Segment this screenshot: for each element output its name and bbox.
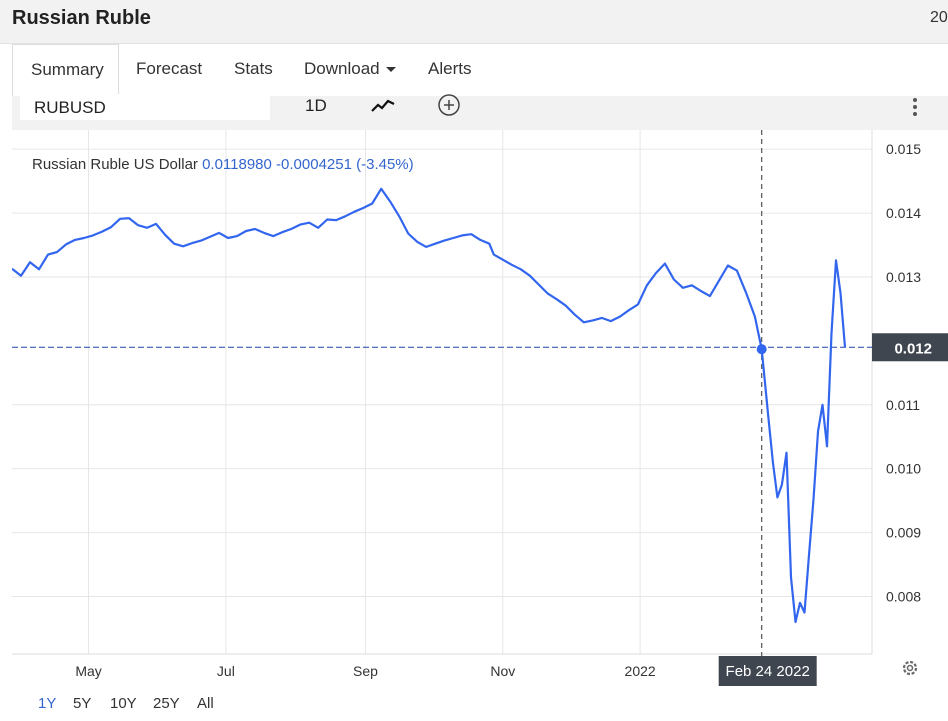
x-tick-label: 2022 — [625, 663, 656, 679]
gear-icon[interactable] — [902, 660, 918, 676]
y-tick-label: 0.010 — [886, 461, 921, 477]
tab-bar: Summary Forecast Stats Download Alerts — [0, 44, 948, 96]
x-tick-label: Jul — [217, 663, 235, 679]
tab-summary[interactable]: Summary — [12, 44, 119, 96]
y-tick-label: 0.011 — [886, 397, 920, 413]
tab-download-label: Download — [304, 59, 380, 78]
tab-stats[interactable]: Stats — [234, 44, 273, 96]
header-right-text: 20 — [930, 9, 948, 26]
title-bar: Russian Ruble 20 — [0, 0, 948, 44]
y-tick-label: 0.009 — [886, 525, 921, 541]
add-circle-icon[interactable] — [436, 92, 462, 118]
current-value-badge — [872, 333, 948, 362]
range-selector: 1Y 5Y 10Y 25Y All — [0, 690, 948, 721]
tab-alerts-label: Alerts — [428, 59, 472, 78]
legend-change: -0.0004251 — [276, 156, 352, 173]
crosshair-date-badge — [718, 656, 817, 686]
tab-forecast[interactable]: Forecast — [136, 44, 202, 96]
y-tick-label: 0.008 — [886, 588, 921, 604]
range-25y[interactable]: 25Y — [153, 695, 180, 712]
y-tick-label: 0.014 — [886, 205, 921, 221]
series-line — [11, 187, 847, 624]
x-tick-label: Nov — [490, 663, 515, 679]
symbol-input[interactable]: RUBUSD — [20, 94, 270, 120]
range-10y[interactable]: 10Y — [110, 695, 137, 712]
crosshair-point — [756, 344, 767, 355]
range-5y[interactable]: 5Y — [73, 695, 92, 712]
legend-series-name: Russian Ruble US Dollar — [32, 156, 198, 173]
interval-selector[interactable]: 1D — [305, 96, 327, 115]
chart-toolbar: RUBUSD 1D — [12, 94, 948, 130]
tab-alerts[interactable]: Alerts — [428, 44, 471, 96]
x-tick-label: Sep — [353, 663, 378, 679]
line-chart[interactable]: 0.015 0.014 0.013 0.011 0.010 0.009 0.008 May Ju… — [11, 130, 948, 690]
chart-legend: Russian Ruble US Dollar 0.0118980 -0.000… — [32, 156, 414, 173]
y-tick-label: 0.013 — [886, 269, 921, 285]
page-title: Russian Ruble — [12, 7, 151, 29]
tab-summary-label: Summary — [31, 60, 104, 79]
chart-area: Russian Ruble US Dollar 0.0118980 -0.000… — [11, 130, 948, 690]
legend-change-pct: (-3.45%) — [356, 156, 414, 173]
tab-stats-label: Stats — [234, 59, 273, 78]
current-value-label: 0.012 — [894, 340, 932, 357]
more-vertical-icon[interactable] — [910, 96, 920, 118]
crosshair-date-label: Feb 24 2022 — [726, 663, 810, 680]
tab-download[interactable]: Download — [304, 44, 396, 96]
legend-last-value: 0.0118980 — [202, 156, 272, 173]
y-tick-label: 0.015 — [886, 141, 921, 157]
x-tick-label: May — [75, 663, 101, 679]
chevron-down-icon — [385, 67, 396, 73]
tab-forecast-label: Forecast — [136, 59, 203, 78]
line-chart-icon[interactable] — [370, 96, 396, 116]
range-all[interactable]: All — [197, 695, 214, 712]
range-1y[interactable]: 1Y — [38, 695, 57, 712]
